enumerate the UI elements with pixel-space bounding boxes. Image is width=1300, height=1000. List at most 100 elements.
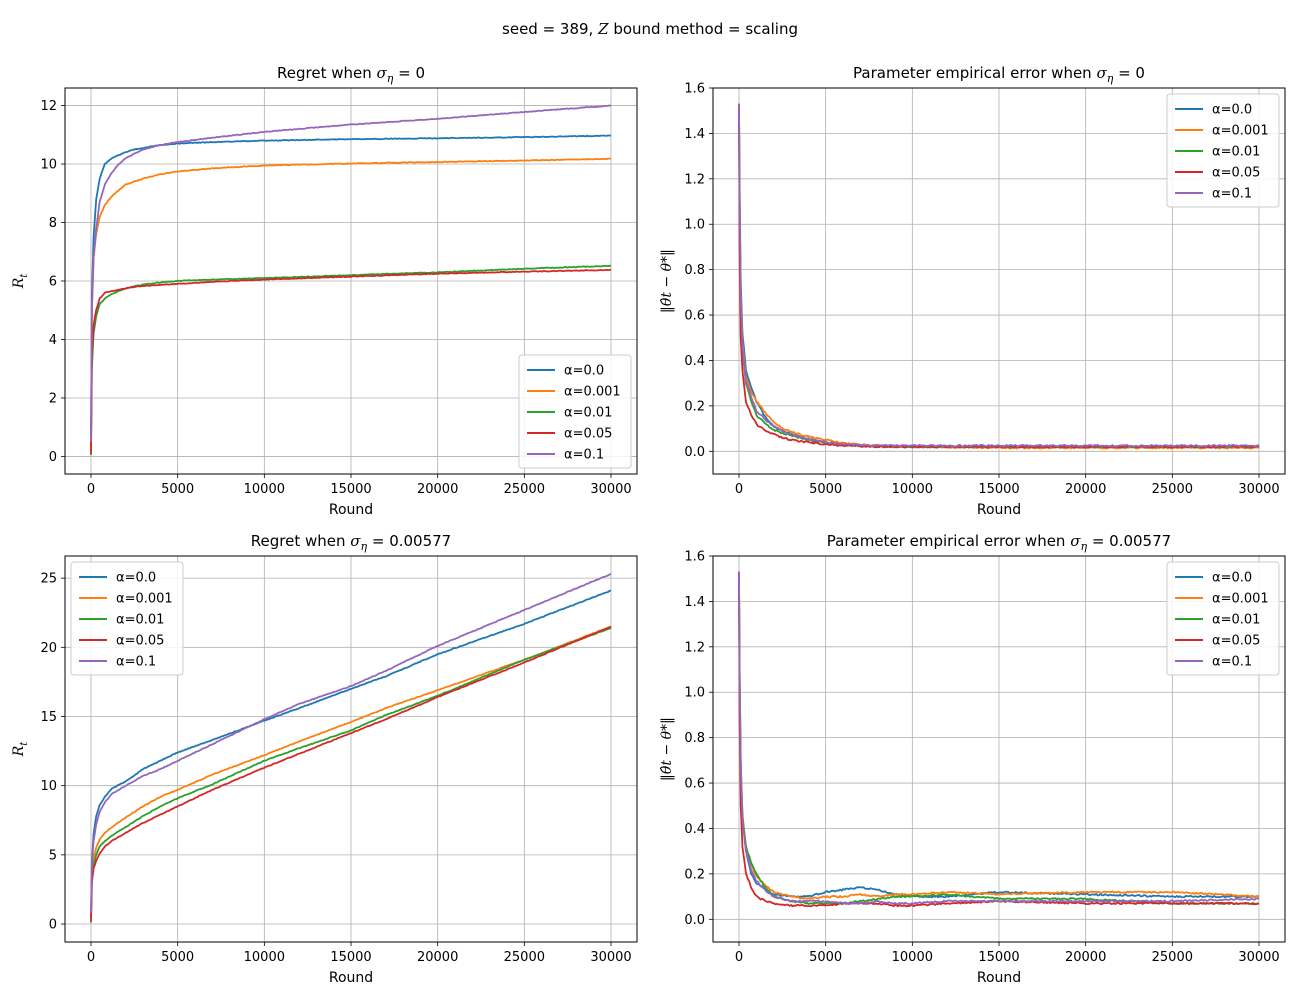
x-tick-label: 10000 xyxy=(892,482,933,497)
y-tick-label: 8 xyxy=(49,216,57,231)
legend-box xyxy=(1166,561,1280,676)
y-tick-label: 15 xyxy=(40,710,57,725)
subplot-title: Regret when ση = 0.00577 xyxy=(251,532,451,553)
series-line-5 xyxy=(738,571,1260,906)
y-tick-label: 12 xyxy=(40,99,57,114)
x-tick-label: 0 xyxy=(87,482,95,497)
x-tick-label: 20000 xyxy=(417,950,458,965)
y-tick-label: 2 xyxy=(49,391,57,406)
x-tick-label: 0 xyxy=(735,950,743,965)
x-axis-label: Round xyxy=(329,970,373,986)
x-tick-label: 25000 xyxy=(504,950,545,965)
x-tick-label: 5000 xyxy=(161,950,194,965)
y-tick-label: 1.0 xyxy=(684,218,705,233)
legend-label: α=0.1 xyxy=(564,448,604,463)
x-tick-label: 0 xyxy=(735,482,743,497)
legend-label: α=0.0 xyxy=(1212,103,1252,118)
subplot-4: 0 5000 10000 15000 20000 25000 30000 0.0 0.2 0.4 0… xyxy=(659,532,1286,986)
legend-label: α=0.0 xyxy=(116,571,156,586)
series-line-5 xyxy=(738,103,1260,448)
y-axis-label: Rt xyxy=(11,741,30,758)
x-tick-label: 10000 xyxy=(892,950,933,965)
y-tick-label: 1.2 xyxy=(684,640,705,655)
legend-label: α=0.0 xyxy=(1212,571,1252,586)
x-tick-label: 30000 xyxy=(590,950,631,965)
legend-label: α=0.001 xyxy=(1212,124,1269,139)
x-tick-label: 5000 xyxy=(809,950,842,965)
y-tick-label: 0.8 xyxy=(684,263,705,278)
y-tick-label: 1.6 xyxy=(684,82,705,97)
y-tick-label: 1.0 xyxy=(684,686,705,701)
x-tick-label: 25000 xyxy=(1152,950,1193,965)
y-tick-label: 0.8 xyxy=(684,731,705,746)
x-tick-label: 10000 xyxy=(244,950,285,965)
series-line-5 xyxy=(90,104,612,442)
y-tick-label: 0.4 xyxy=(684,354,705,369)
x-tick-label: 5000 xyxy=(809,482,842,497)
subplot-1: 0 5000 10000 15000 20000 25000 30000 0 2 4 6 8 10 12 R… xyxy=(11,64,638,518)
y-axis-label: ‖θ̂t − θ*‖ xyxy=(659,717,675,781)
legend-box xyxy=(518,354,632,469)
y-tick-label: 6 xyxy=(49,275,57,290)
legend-box xyxy=(70,561,184,676)
series-line-1 xyxy=(90,589,612,918)
y-tick-label: 0 xyxy=(49,450,57,465)
subplot-title: Parameter empirical error when ση = 0 xyxy=(853,64,1145,85)
x-tick-label: 5000 xyxy=(161,482,194,497)
x-tick-label: 20000 xyxy=(417,482,458,497)
x-axis-label: Round xyxy=(329,502,373,518)
y-tick-label: 5 xyxy=(49,848,57,863)
x-tick-label: 30000 xyxy=(590,482,631,497)
y-tick-label: 1.2 xyxy=(684,172,705,187)
y-tick-label: 20 xyxy=(40,641,57,656)
series-line-5 xyxy=(90,573,612,913)
y-tick-label: 1.4 xyxy=(684,127,705,142)
series-line-2 xyxy=(90,157,612,451)
legend-label: α=0.1 xyxy=(116,655,156,670)
y-axis-label: Rt xyxy=(11,273,30,290)
legend-label: α=0.05 xyxy=(1212,166,1260,181)
x-tick-label: 15000 xyxy=(330,950,371,965)
legend-label: α=0.01 xyxy=(1212,145,1260,160)
legend: α=0.0 α=0.001 α=0.01 α=0.05 α=0.1 xyxy=(1166,561,1280,676)
legend-label: α=0.01 xyxy=(564,406,612,421)
y-tick-label: 0.2 xyxy=(684,399,705,414)
subplot-2: 0 5000 10000 15000 20000 25000 30000 0.0 0.2 0.4 0… xyxy=(659,64,1286,518)
legend-label: α=0.05 xyxy=(564,427,612,442)
x-tick-label: 20000 xyxy=(1065,482,1106,497)
series-group xyxy=(90,573,612,923)
subplot-title: Regret when ση = 0 xyxy=(277,64,425,85)
series-line-1 xyxy=(738,571,1260,899)
y-tick-label: 0.2 xyxy=(684,867,705,882)
x-tick-label: 15000 xyxy=(978,950,1019,965)
y-tick-label: 4 xyxy=(49,333,57,348)
legend: α=0.0 α=0.001 α=0.01 α=0.05 α=0.1 xyxy=(518,354,632,469)
series-line-1 xyxy=(90,134,612,448)
y-tick-label: 1.4 xyxy=(684,595,705,610)
legend-label: α=0.01 xyxy=(116,613,164,628)
x-axis-label: Round xyxy=(977,502,1021,518)
y-tick-label: 0.0 xyxy=(684,913,705,928)
x-tick-label: 10000 xyxy=(244,482,285,497)
x-tick-label: 30000 xyxy=(1238,482,1279,497)
series-group xyxy=(738,103,1260,450)
legend-label: α=0.001 xyxy=(564,385,621,400)
subplot-3: 0 5000 10000 15000 20000 25000 30000 0 5 10 15 20 25… xyxy=(11,532,638,986)
series-line-3 xyxy=(90,627,612,923)
y-tick-label: 0.4 xyxy=(684,822,705,837)
legend-label: α=0.01 xyxy=(1212,613,1260,628)
subplot-title: Parameter empirical error when ση = 0.00… xyxy=(827,532,1171,553)
x-tick-label: 15000 xyxy=(978,482,1019,497)
series-line-3 xyxy=(90,264,612,455)
legend-label: α=0.001 xyxy=(1212,592,1269,607)
legend: α=0.0 α=0.001 α=0.01 α=0.05 α=0.1 xyxy=(70,561,184,676)
y-tick-label: 10 xyxy=(40,158,57,173)
series-line-4 xyxy=(738,103,1260,449)
legend-label: α=0.1 xyxy=(1212,187,1252,202)
series-line-4 xyxy=(90,625,612,922)
legend-label: α=0.05 xyxy=(1212,634,1260,649)
x-tick-label: 25000 xyxy=(1152,482,1193,497)
legend-label: α=0.0 xyxy=(564,364,604,379)
